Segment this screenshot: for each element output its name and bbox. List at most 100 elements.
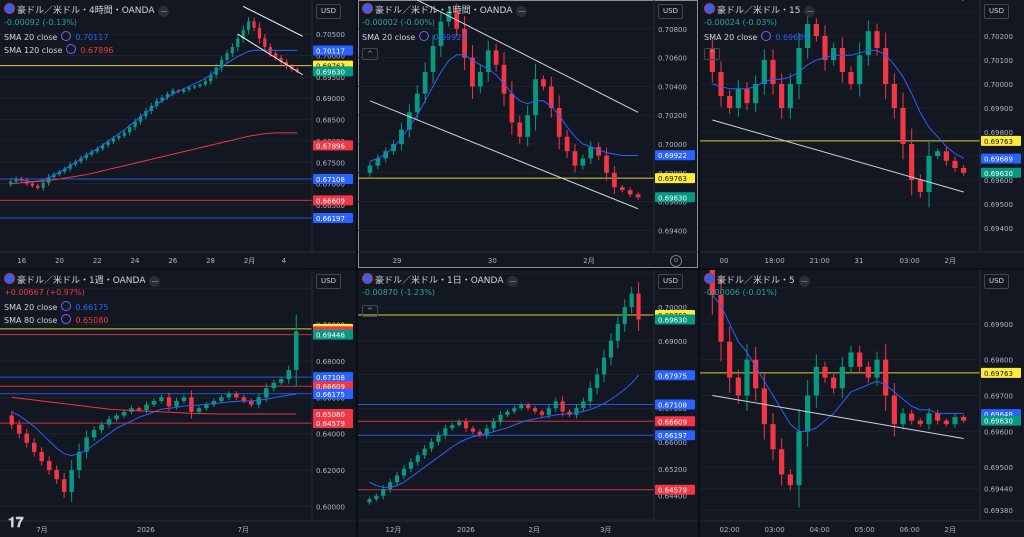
visibility-icon[interactable]: — xyxy=(798,276,810,287)
settings-icon[interactable] xyxy=(61,31,72,41)
price-tag-bg xyxy=(313,140,353,151)
indicator-label: SMA 20 close xyxy=(4,303,58,312)
symbol-title[interactable]: 豪ドル／米ドル・5— xyxy=(704,273,810,287)
visibility-icon[interactable]: — xyxy=(149,276,161,287)
visibility-icon[interactable]: — xyxy=(804,6,816,17)
candle xyxy=(805,395,811,432)
candle xyxy=(101,145,105,149)
sma-long-line xyxy=(10,132,298,185)
chart-panel-p5[interactable]: 0.700000.690000.680000.670000.660000.652… xyxy=(358,270,698,537)
candle xyxy=(822,36,828,60)
candle xyxy=(16,424,22,434)
collapse-legend-button[interactable]: ^ xyxy=(704,48,720,60)
x-tick-label: 2月 xyxy=(583,257,594,265)
price-tag: 0.67975 xyxy=(658,372,687,380)
indicator-legend[interactable]: SMA 80 close 0.65080 xyxy=(4,314,108,325)
price-tag: 0.69648 xyxy=(984,411,1013,419)
currency-selector[interactable]: USD xyxy=(658,4,683,19)
chart-panel-p2[interactable]: 0.708000.706000.704000.702000.700000.698… xyxy=(358,0,698,268)
candle xyxy=(264,388,269,398)
candle xyxy=(509,93,515,123)
settings-icon[interactable] xyxy=(61,301,72,311)
candle xyxy=(636,293,641,320)
indicator-legend[interactable]: SMA 20 close 0.69922 xyxy=(362,31,466,42)
settings-icon[interactable] xyxy=(61,314,72,324)
collapse-legend-button[interactable]: ^ xyxy=(362,48,378,60)
x-tick-label: 22 xyxy=(93,257,102,265)
currency-selector[interactable]: USD xyxy=(316,4,341,19)
candle xyxy=(909,413,915,421)
settings-icon[interactable] xyxy=(761,31,772,41)
currency-selector[interactable]: USD xyxy=(316,274,341,289)
candle xyxy=(909,144,915,180)
candle xyxy=(574,408,579,415)
candle xyxy=(211,400,217,405)
price-tag: 0.69630 xyxy=(316,68,345,76)
x-tick-label: 4 xyxy=(282,257,287,265)
candle xyxy=(485,50,491,72)
symbol-title[interactable]: 豪ドル／米ドル・1時間・OANDA — xyxy=(362,3,528,17)
candle xyxy=(155,100,159,106)
candle xyxy=(865,366,871,378)
candle xyxy=(381,488,386,496)
chart-svg: 0.70200 0.70100 0.70000 0.69900 0.698000.697… xyxy=(700,0,1024,265)
chart-panel-p1[interactable]: 0.705000.700000.695000.690000.685000.680… xyxy=(0,0,356,268)
indicator-legend[interactable]: SMA 20 close 0.69689 xyxy=(704,31,808,42)
price-tag: 0.64579 xyxy=(316,420,345,428)
candle xyxy=(174,400,179,407)
candle xyxy=(608,340,614,358)
symbol-title[interactable]: 豪ドル／米ドル・1週・OANDA — xyxy=(4,273,161,287)
x-tick-label: 03:00 xyxy=(900,257,920,265)
x-tick-label: 02:00 xyxy=(720,526,740,534)
candle xyxy=(422,72,428,94)
candle xyxy=(383,151,389,159)
symbol-title[interactable]: 豪ドル／米ドル・15— xyxy=(704,3,816,17)
price-tag: 0.65080 xyxy=(316,411,345,419)
price-tag: 0.69630 xyxy=(658,317,687,325)
candle xyxy=(279,379,284,383)
y-tick-label: 0.65200 xyxy=(658,466,687,474)
price-tag: 0.66609 xyxy=(316,197,345,205)
candle xyxy=(744,88,750,104)
chart-panel-p4[interactable]: 0.700000.680000.660000.640000.620000.600… xyxy=(0,270,356,537)
candle xyxy=(234,393,239,398)
visibility-icon[interactable]: — xyxy=(507,276,519,287)
candle xyxy=(52,174,56,178)
price-tag-bg xyxy=(313,372,353,383)
chart-panel-p3[interactable]: 0.70200 0.70100 0.70000 0.69900 0.698000.697… xyxy=(700,0,1024,268)
visibility-icon[interactable]: — xyxy=(516,6,528,17)
chart-panel-p6[interactable]: 0.69900 0.69800 0.69700 0.69600 0.69500 0.694… xyxy=(700,270,1024,537)
price-tag-bg xyxy=(655,370,695,381)
candle xyxy=(399,129,404,144)
price-tag-bg xyxy=(655,150,695,161)
candle xyxy=(219,59,224,68)
candle xyxy=(30,183,34,186)
indicator-legend[interactable]: SMA 20 close 0.66175 xyxy=(4,301,108,312)
candle xyxy=(279,57,283,62)
candle xyxy=(61,479,67,492)
settings-icon[interactable] xyxy=(419,31,430,41)
trendline xyxy=(712,119,964,193)
candle xyxy=(935,151,941,156)
chart-settings-icon[interactable]: ⚙ xyxy=(670,255,682,267)
candle xyxy=(117,135,121,139)
currency-selector[interactable]: USD xyxy=(658,274,683,289)
visibility-icon[interactable]: — xyxy=(158,6,170,17)
indicator-legend[interactable]: SMA 120 close 0.67896 xyxy=(4,44,114,55)
collapse-legend-button[interactable]: ^ xyxy=(362,305,378,317)
currency-selector[interactable]: USD xyxy=(984,4,1009,19)
price-tag: 0.66609 xyxy=(658,418,687,426)
indicator-label: SMA 80 close xyxy=(4,316,58,325)
y-tick-label: 0.62000 xyxy=(316,467,345,475)
symbol-title[interactable]: 豪ドル／米ドル・1日・OANDA — xyxy=(362,273,519,287)
indicator-legend[interactable]: SMA 20 close 0.70117 xyxy=(4,31,108,42)
x-tick-label: 7月 xyxy=(36,526,47,534)
settings-icon[interactable] xyxy=(66,44,77,54)
candle xyxy=(548,86,554,108)
candle xyxy=(114,415,119,420)
x-tick-label: 30 xyxy=(488,257,497,265)
symbol-title[interactable]: 豪ドル／米ドル・4時間・OANDA — xyxy=(4,3,170,17)
flag-icon xyxy=(4,3,15,14)
currency-selector[interactable]: USD xyxy=(984,274,1009,289)
